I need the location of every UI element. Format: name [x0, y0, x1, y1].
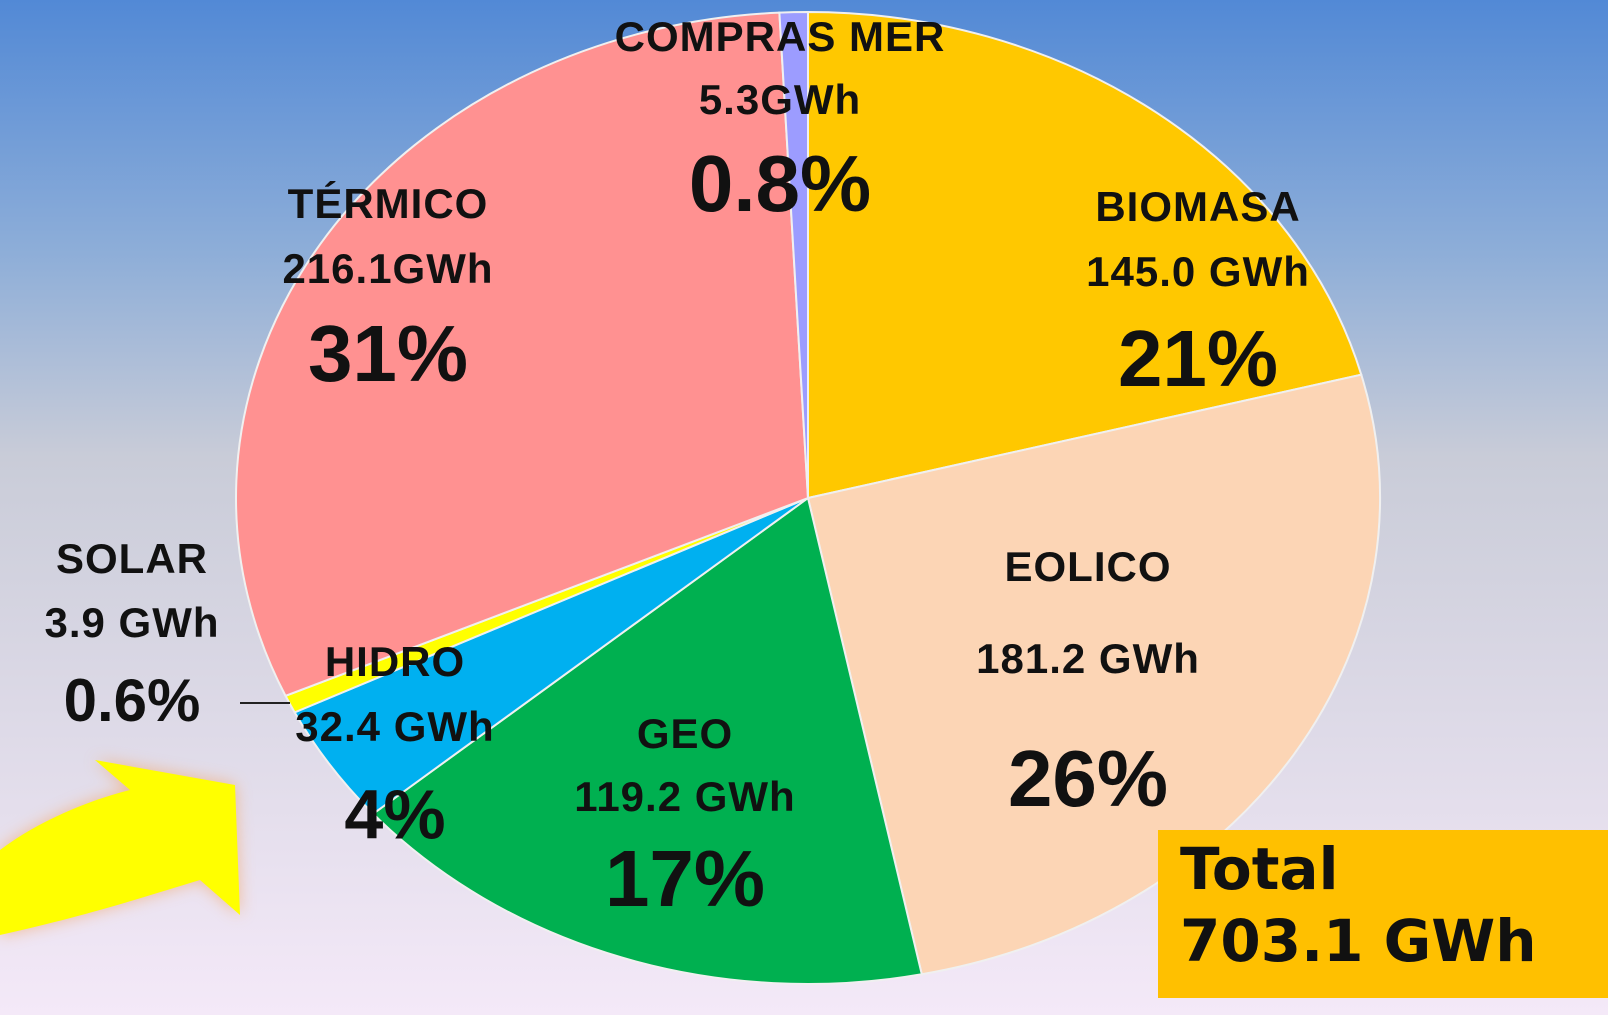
energy-label: 145.0 GWh	[1086, 248, 1310, 295]
pie-slice	[807, 10, 1363, 500]
slice-name: BIOMASA	[1095, 183, 1300, 230]
energy-label: 32.4 GWh	[295, 703, 494, 750]
energy-label: 181.2 GWh	[976, 635, 1200, 682]
percent-label: 31%	[308, 309, 468, 398]
slice-name: HIDRO	[325, 638, 465, 685]
energy-label: 216.1GWh	[282, 245, 493, 292]
total-title: Total	[1180, 835, 1338, 903]
total-value: 703.1 GWh	[1180, 907, 1537, 975]
percent-label: 0.8%	[689, 139, 871, 228]
energy-label: 3.9 GWh	[44, 599, 219, 646]
percent-label: 0.6%	[64, 667, 201, 734]
slice-name: SOLAR	[56, 535, 208, 582]
pie-slice	[235, 11, 810, 698]
total-box	[1158, 830, 1608, 998]
slice-name: TÉRMICO	[288, 180, 489, 227]
percent-label: 21%	[1118, 314, 1278, 403]
slice-name: EOLICO	[1004, 543, 1171, 590]
arrow	[0, 760, 240, 935]
slice-name: GEO	[637, 710, 733, 757]
pie-slice	[371, 496, 924, 985]
percent-label: 26%	[1008, 734, 1168, 823]
energy-label: 119.2 GWh	[574, 773, 795, 820]
percent-label: 4%	[344, 775, 445, 853]
pie	[235, 10, 1381, 985]
percent-label: 17%	[605, 834, 765, 923]
pie-slice	[806, 373, 1381, 976]
pie-slice	[778, 10, 809, 499]
energy-label: 5.3GWh	[699, 76, 861, 123]
slice-name: COMPRAS MER	[615, 13, 946, 60]
